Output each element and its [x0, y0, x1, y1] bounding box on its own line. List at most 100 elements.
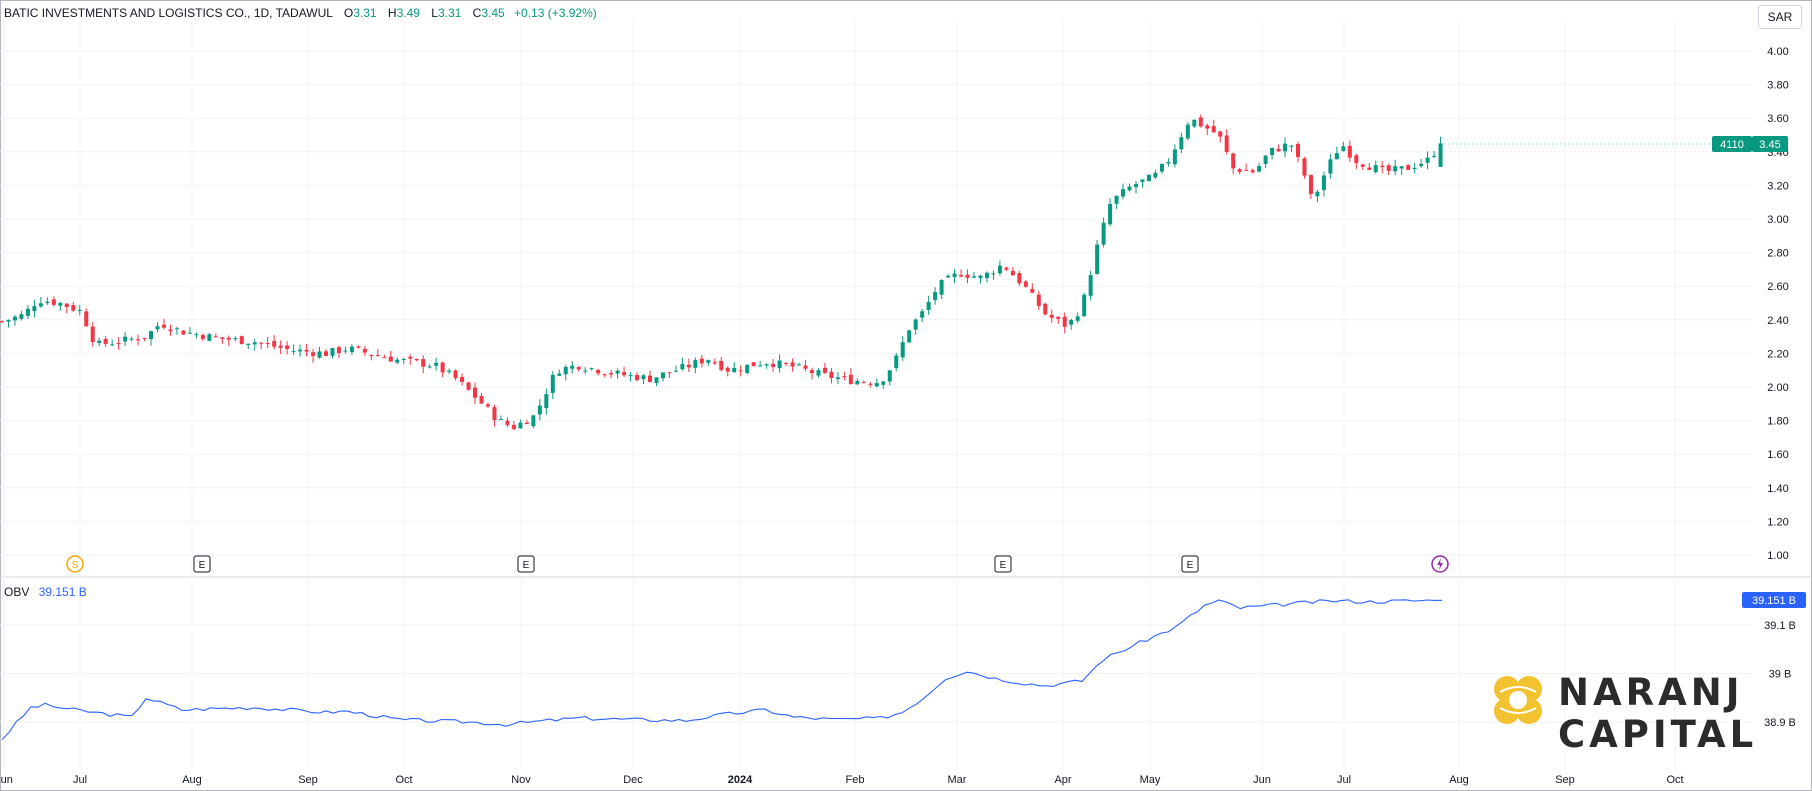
candle-body [991, 273, 996, 275]
candle-body [1412, 168, 1417, 170]
candle-body [1354, 155, 1359, 164]
obv-axis[interactable]: 39.1 B 39 B 38.9 B [1764, 620, 1796, 729]
candle-body [155, 326, 160, 330]
obv-legend[interactable]: OBV 39.151 B [4, 585, 87, 599]
candle-body [1341, 146, 1346, 152]
candle-body [1127, 186, 1132, 191]
candle-body [861, 382, 866, 384]
time-tick-label: Mar [948, 774, 967, 786]
candle-body [1114, 196, 1119, 204]
svg-text:E: E [199, 560, 206, 571]
earnings-icon[interactable]: E [994, 555, 1012, 573]
candle-body [330, 348, 335, 356]
price-tick-label: 3.00 [1767, 214, 1788, 226]
split-icon[interactable]: S [66, 555, 84, 573]
candle-body [479, 395, 484, 404]
candle-body [304, 349, 309, 352]
time-tick-label: Aug [1449, 774, 1469, 786]
candle-body [706, 360, 711, 363]
candle-body [1360, 164, 1365, 167]
candle-body [38, 303, 43, 307]
candle-body [233, 338, 238, 340]
candle-body [972, 276, 976, 278]
candle-body [486, 404, 490, 407]
candle-body [946, 275, 951, 278]
candle-body [408, 356, 413, 359]
candle-body [440, 362, 445, 373]
earnings-icon[interactable]: E [517, 555, 535, 573]
time-tick-label: May [1140, 774, 1161, 786]
candle-body [978, 275, 983, 279]
candle-body [628, 374, 633, 376]
last-price-tag[interactable]: 4110 3.45 [1440, 136, 1788, 152]
candle-body [0, 321, 4, 323]
candle-body [136, 339, 141, 341]
candle-body [12, 316, 17, 321]
candle-body [952, 273, 957, 278]
candle-body [576, 366, 581, 370]
candle-body [874, 383, 879, 387]
candle-body [64, 303, 69, 308]
candle-body [920, 311, 925, 318]
candle-body [959, 274, 964, 277]
candle-body [1108, 203, 1113, 225]
candle-body [900, 342, 905, 358]
currency-button[interactable]: SAR [1758, 5, 1802, 29]
low-value: 3.31 [437, 6, 462, 20]
change-value: +0.13 (+3.92%) [514, 6, 597, 20]
candle-body [667, 372, 672, 374]
candle-body [116, 343, 121, 345]
candle-body [1056, 316, 1061, 319]
candle-body [1425, 157, 1430, 163]
time-axis[interactable]: Jun Jul Aug Sep Oct Nov Dec 2024 Feb Mar Apr May Jun… [0, 774, 1684, 786]
earnings-icon[interactable]: E [193, 555, 211, 573]
obv-name: OBV [4, 585, 30, 599]
candle-body [1393, 166, 1398, 172]
candle-body [278, 345, 283, 348]
candle-body [771, 363, 776, 368]
candle-body [32, 306, 37, 312]
candle-body [473, 387, 478, 398]
time-tick-label: Nov [511, 774, 531, 786]
candle-body [1237, 169, 1242, 172]
candle-body [907, 330, 912, 343]
time-tick-label: Aug [182, 774, 202, 786]
candle-body [1367, 167, 1372, 170]
candle-body [725, 367, 730, 372]
candle-body [1308, 175, 1313, 194]
candle-body [939, 279, 944, 295]
symbol-title[interactable]: BATIC INVESTMENTS AND LOGISTICS CO., 1D,… [4, 6, 333, 20]
candle-body [168, 329, 173, 332]
candle-body [1101, 222, 1106, 245]
obv-value: 39.151 B [38, 585, 87, 599]
dividend-lightning-icon[interactable] [1431, 555, 1449, 573]
obv-tick-label: 38.9 B [1764, 717, 1796, 729]
candle-body [589, 368, 594, 370]
candle-body [829, 371, 834, 379]
candle-body [220, 337, 225, 339]
price-tick-label: 2.00 [1767, 382, 1788, 394]
legend-header[interactable]: BATIC INVESTMENTS AND LOGISTICS CO., 1D,… [4, 6, 597, 20]
high-value: 3.49 [396, 6, 420, 20]
candle-body [395, 359, 400, 363]
candle-body [45, 301, 50, 304]
candle-body [602, 374, 607, 376]
price-tick-label: 3.80 [1767, 80, 1788, 92]
candle-body [401, 358, 406, 360]
candle-body [265, 343, 270, 345]
candle-body [777, 360, 782, 369]
candle-body [460, 376, 465, 382]
price-tick-label: 2.80 [1767, 248, 1788, 260]
price-axis[interactable]: 4.003.803.603.403.203.002.802.602.402.20… [1767, 46, 1788, 562]
obv-value-tag[interactable]: 39.151 B [1742, 592, 1806, 608]
candle-body [1406, 165, 1411, 170]
candle-body [868, 383, 873, 385]
candle-body [984, 272, 989, 279]
candle-body [537, 405, 542, 415]
candle-body [492, 407, 497, 421]
candle-body [25, 308, 30, 316]
candle-body [797, 364, 802, 366]
earnings-icon[interactable]: E [1181, 555, 1199, 573]
obv-tick-label: 39 B [1769, 669, 1792, 681]
